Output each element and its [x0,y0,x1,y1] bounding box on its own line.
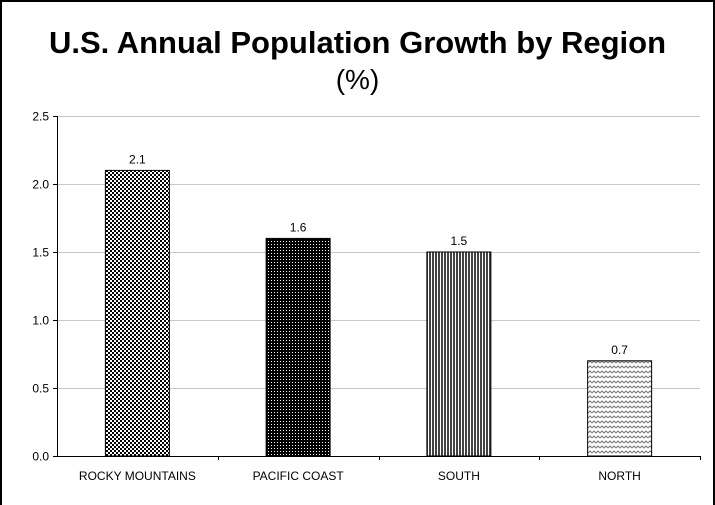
data-label: 1.6 [290,220,307,234]
y-tick-label: 1.0 [32,314,49,328]
y-tick-label: 0.0 [32,450,49,464]
chart-subtitle: (%) [335,64,380,95]
y-tick-label: 1.5 [32,246,49,260]
chart-title: U.S. Annual Population Growth by Region [48,25,667,60]
x-axis-categories: ROCKY MOUNTAINS PACIFIC COAST SOUTH NORTH [79,469,641,483]
data-label: 0.7 [611,343,628,357]
bar-south [426,251,492,457]
y-tick-label: 0.5 [32,382,49,396]
bar-pacific-coast [265,237,331,457]
data-label: 2.1 [129,152,146,166]
y-tick-label: 2.0 [32,178,49,192]
x-category-label: NORTH [598,469,640,483]
x-category-label: SOUTH [438,469,480,483]
data-label: 1.5 [451,234,468,248]
bar-north [587,360,653,457]
data-labels: 2.1 1.6 1.5 0.7 [129,152,628,356]
y-tick-label: 2.5 [32,110,49,124]
bars [104,169,653,457]
x-category-label: ROCKY MOUNTAINS [79,469,196,483]
x-category-label: PACIFIC COAST [253,469,345,483]
bar-rocky-mountains [104,169,170,457]
y-axis-ticks: 0.0 0.5 1.0 1.5 2.0 2.5 [32,110,49,464]
